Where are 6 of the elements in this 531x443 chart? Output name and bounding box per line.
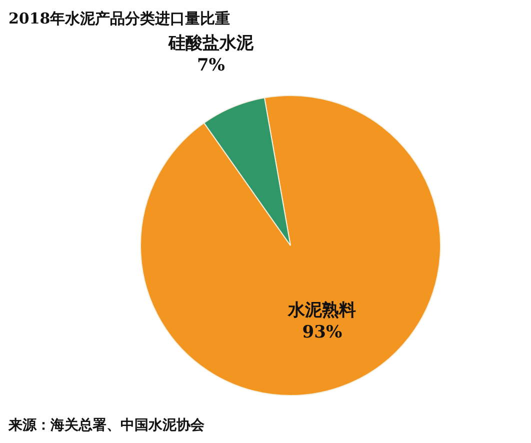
source-note: 来源：海关总署、中国水泥协会	[8, 416, 206, 434]
chart-title: 2018年水泥产品分类进口量比重	[8, 10, 230, 28]
slice-label: 硅酸盐水泥	[167, 33, 254, 54]
slice-label: 水泥熟料	[287, 300, 356, 321]
data-label: 7%	[196, 55, 225, 76]
data-label: 93%	[302, 322, 342, 343]
